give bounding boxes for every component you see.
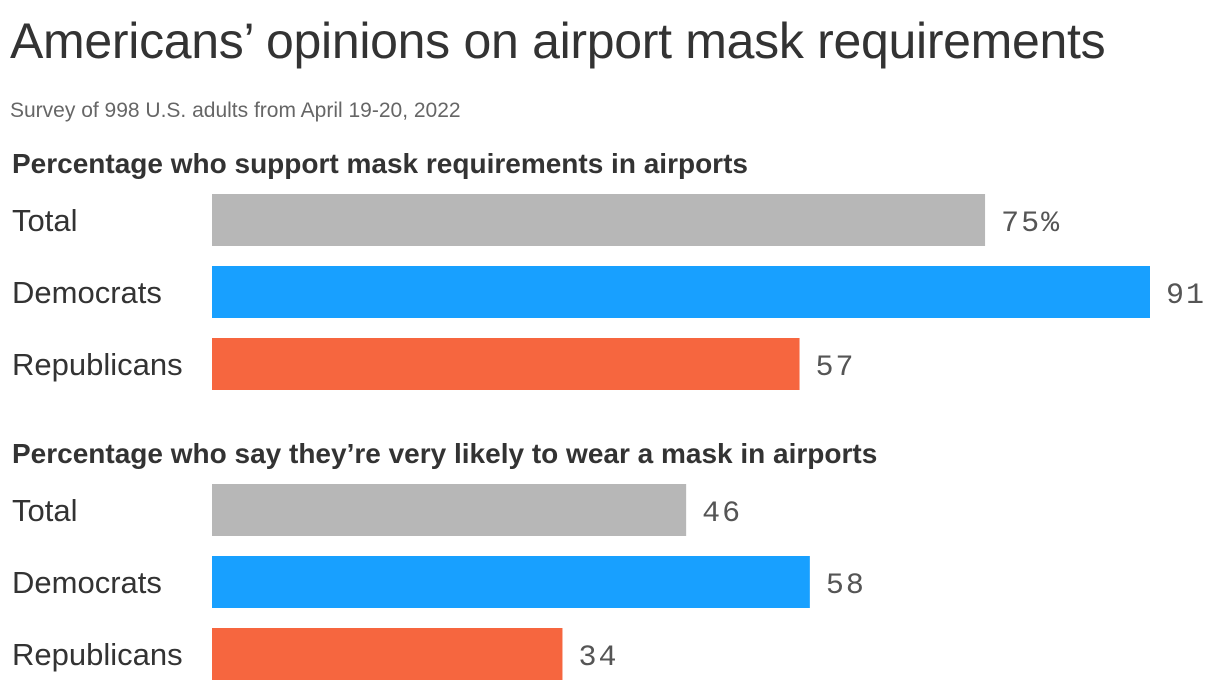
bar-total: [212, 484, 687, 536]
chart-title: Americans’ opinions on airport mask requ…: [10, 13, 1106, 69]
value-label-total: 75%: [1001, 207, 1061, 241]
category-label-total: Total: [12, 203, 77, 238]
category-label-republicans: Republicans: [12, 637, 183, 672]
value-label-democrats: 58: [826, 569, 866, 603]
value-label-total: 46: [702, 497, 742, 531]
panel-title-likely-wear: Percentage who say they’re very likely t…: [12, 438, 878, 469]
bar-republicans: [212, 628, 563, 680]
bar-democrats: [212, 266, 1150, 318]
category-label-total: Total: [12, 493, 77, 528]
bar-democrats: [212, 556, 810, 608]
bar-republicans: [212, 338, 800, 390]
value-label-democrats: 91: [1166, 279, 1206, 313]
bar-total: [212, 194, 986, 246]
panel-title-support: Percentage who support mask requirements…: [12, 148, 748, 179]
category-label-democrats: Democrats: [12, 565, 162, 600]
value-label-republicans: 57: [816, 351, 856, 385]
category-label-democrats: Democrats: [12, 275, 162, 310]
value-label-republicans: 34: [578, 641, 618, 675]
chart-subtitle: Survey of 998 U.S. adults from April 19-…: [10, 99, 461, 122]
category-label-republicans: Republicans: [12, 347, 183, 382]
